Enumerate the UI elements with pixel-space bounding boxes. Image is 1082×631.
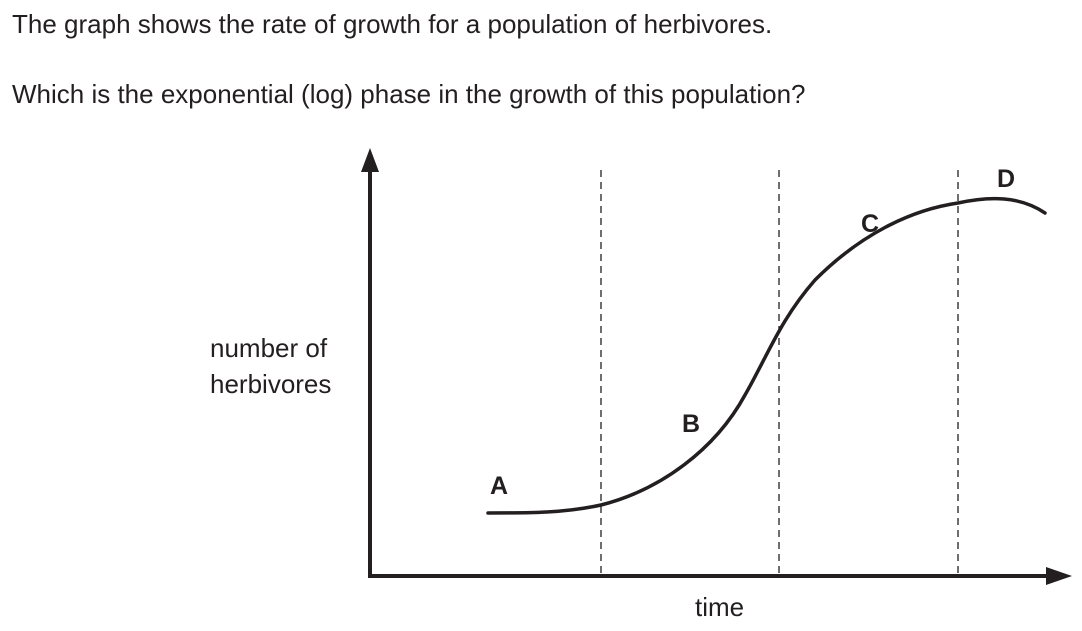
y-axis-arrow xyxy=(361,148,379,172)
phase-label-b: B xyxy=(682,410,700,438)
growth-curve xyxy=(486,196,1047,515)
y-axis-label-line-2: herbivores xyxy=(210,369,332,399)
phase-label-d: D xyxy=(997,165,1015,193)
x-axis-arrow xyxy=(1046,567,1072,585)
phase-label-a: A xyxy=(490,472,508,500)
y-axis-label: number of herbivores xyxy=(210,330,331,402)
phase-label-c: C xyxy=(861,210,879,238)
y-axis-label-line-1: number of xyxy=(210,333,328,363)
question-line-1: The graph shows the rate of growth for a… xyxy=(12,9,773,39)
x-axis-label: time xyxy=(695,592,745,622)
question-line-2: Which is the exponential (log) phase in … xyxy=(12,79,806,109)
